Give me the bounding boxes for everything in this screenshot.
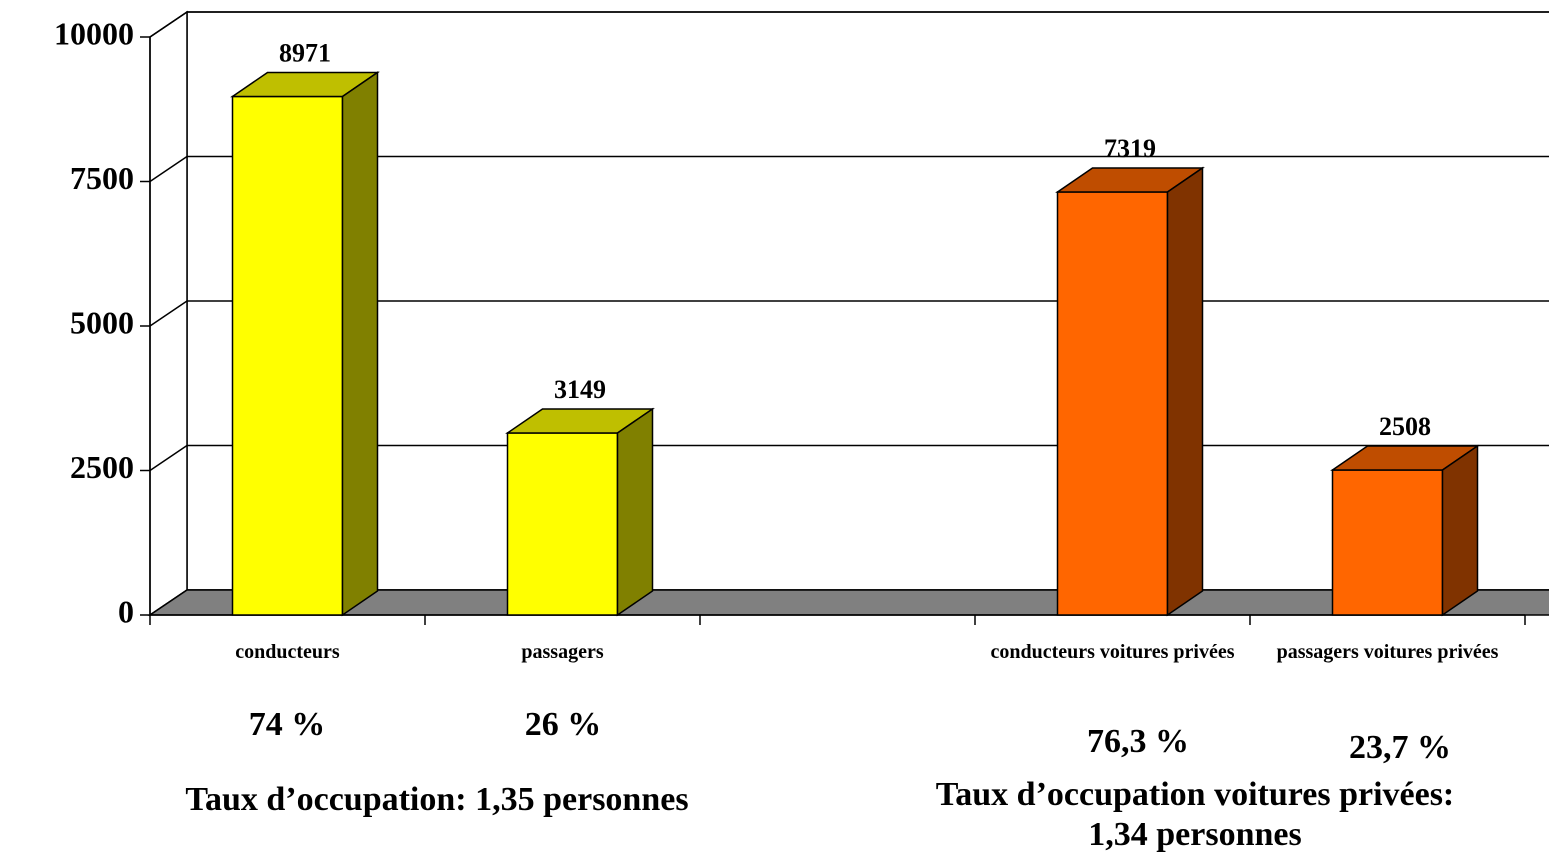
y-tick-label: 0: [118, 593, 134, 629]
x-tick-label: conducteurs: [235, 641, 340, 663]
bar: [1056, 191, 1169, 616]
y-tick-label: 2500: [70, 449, 134, 485]
bar-side: [616, 407, 654, 617]
bar-side: [1441, 444, 1479, 617]
annotation: 26 %: [524, 706, 602, 743]
annotation: Taux d’occupation voitures privées: 1,34…: [935, 776, 1455, 853]
grid-line: [149, 11, 1549, 38]
data-label: 8971: [279, 38, 331, 67]
grid-line: [149, 155, 1549, 183]
bar-side: [341, 71, 379, 617]
bar: [506, 432, 619, 616]
annotation: 76,3 %: [1087, 723, 1189, 760]
y-tick-label: 5000: [70, 304, 134, 340]
data-label: 3149: [554, 375, 606, 404]
annotation: 23,7 %: [1349, 729, 1451, 766]
x-tick-label: conducteurs voitures privées: [990, 641, 1235, 663]
annotation: 74 %: [248, 706, 326, 743]
bar: [231, 95, 344, 616]
bar-side: [1166, 166, 1204, 617]
annotation: Taux d’occupation: 1,35 personnes: [185, 781, 689, 818]
x-tick-label: passagers: [521, 641, 604, 663]
y-tick-label: 7500: [70, 160, 134, 196]
bar: [1331, 469, 1444, 616]
data-label: 2508: [1379, 412, 1431, 441]
x-tick-label: passagers voitures privées: [1276, 641, 1499, 663]
data-label: 7319: [1104, 134, 1156, 163]
y-tick-label: 10000: [54, 15, 134, 51]
